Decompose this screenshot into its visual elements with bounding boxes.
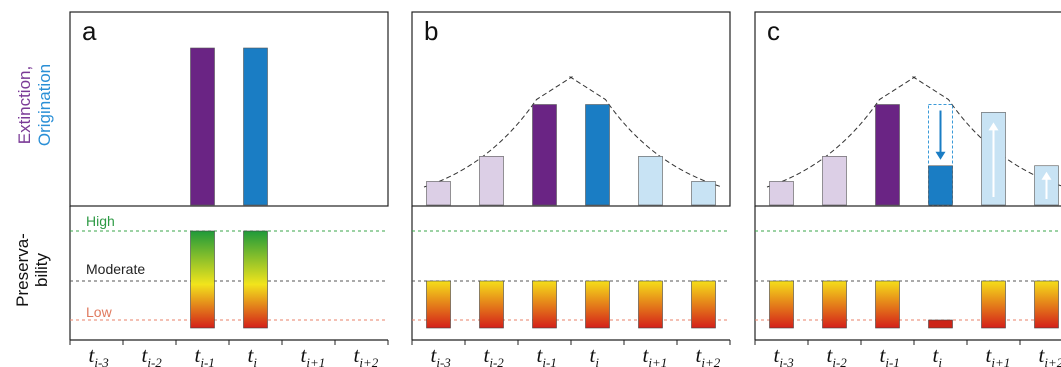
preservation-bar-moderate [1034, 280, 1059, 329]
preservation-bar-moderate [769, 280, 794, 329]
rate-bar-extinction-light [426, 181, 451, 206]
rate-axis-label: Extinction, Origination [15, 64, 54, 146]
time-bin-label: ti-2 [142, 343, 163, 367]
panel-b: b ti-3 ti-2 ti-1 ti ti+1 ti+2 [411, 11, 731, 367]
preservability-label-line2: bility [32, 252, 51, 287]
preservation-bar-moderate [585, 280, 610, 329]
time-bin-label: ti-2 [484, 343, 505, 367]
preservation-bar-moderate [638, 280, 663, 329]
arrow-up-icon [988, 122, 999, 197]
rate-bar-origination-light [691, 181, 716, 206]
moderate-level-label: Moderate [86, 261, 145, 277]
preservation-bar-moderate [691, 280, 716, 329]
extinction-trend-curve [423, 76, 573, 188]
time-bin-label: ti-3 [431, 343, 452, 367]
rate-bar-origination [585, 104, 610, 206]
panel-letter: c [767, 16, 780, 46]
time-bin-label: ti-1 [195, 343, 215, 367]
preservability-label-line1: Preserva- [13, 233, 32, 307]
rate-frame [754, 11, 1061, 207]
time-bin-label: ti [933, 343, 943, 367]
arrow-up-icon [1041, 171, 1052, 199]
extinction-trend-curve [766, 76, 916, 188]
rate-bar-origination [928, 165, 953, 206]
preservation-bar-moderate [426, 280, 451, 329]
preservation-bar-moderate [875, 280, 900, 329]
rate-bar-extinction-light [769, 181, 794, 206]
rate-frame [411, 11, 731, 207]
panel-letter: a [82, 16, 97, 46]
preservation-bar-low [928, 319, 953, 329]
time-bin-label: ti+2 [696, 343, 721, 367]
extinction-label: Extinction, [15, 66, 34, 144]
preservation-bar-moderate [532, 280, 557, 329]
time-bin-label: ti [248, 343, 258, 367]
origination-label: Origination [35, 64, 54, 146]
time-bin-label: ti+1 [643, 343, 668, 367]
panel-letter: b [424, 16, 438, 46]
rate-bar-extinction [190, 47, 215, 206]
rate-frame [69, 11, 389, 207]
time-bin-label: ti-1 [880, 343, 900, 367]
rate-bar-extinction [532, 104, 557, 206]
rate-bar-extinction [875, 104, 900, 206]
origination-trend-curve [569, 76, 723, 188]
preservability-axis-label: Preserva- bility [13, 233, 51, 307]
time-bin-label: ti-3 [89, 343, 110, 367]
rate-bar-extinction-light [822, 156, 847, 206]
time-bin-label: ti-3 [774, 343, 795, 367]
arrow-down-icon [935, 110, 946, 160]
preservation-bar-high [243, 230, 268, 329]
panel-c: c ti-3 ti-2 ti-1 ti ti+1 ti+2 [754, 11, 1061, 367]
time-bin-label: ti [590, 343, 600, 367]
preservation-bar-moderate [479, 280, 504, 329]
time-bin-label: ti+2 [354, 343, 379, 367]
time-bin-label: ti-2 [827, 343, 848, 367]
preservation-bar-high [190, 230, 215, 329]
rate-bar-origination-light [638, 156, 663, 206]
time-bin-label: ti+1 [301, 343, 326, 367]
time-bin-label: ti+2 [1039, 343, 1061, 367]
panel-a: a High Moderate Low ti-3 ti-2 ti-1 ti ti+1 ti+2 [69, 11, 389, 367]
rate-bar-origination [243, 47, 268, 206]
panels: a High Moderate Low ti-3 ti-2 ti-1 ti ti+1 ti+2 b t… [69, 11, 1061, 367]
time-bin-label: ti+1 [986, 343, 1011, 367]
preservation-bar-moderate [822, 280, 847, 329]
time-bin-label: ti-1 [537, 343, 557, 367]
low-level-label: Low [86, 304, 113, 320]
high-level-label: High [86, 213, 115, 229]
preservation-bar-moderate [981, 280, 1006, 329]
rate-bar-extinction-light [479, 156, 504, 206]
